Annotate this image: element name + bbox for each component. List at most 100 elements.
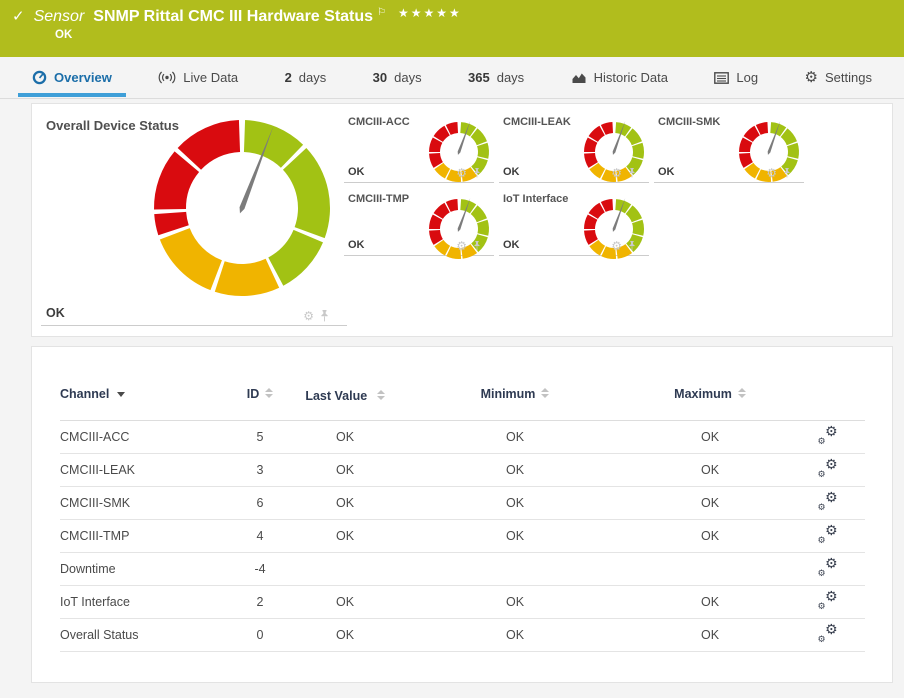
cell-channel[interactable]: Downtime bbox=[60, 552, 230, 586]
priority-stars[interactable]: ★★★★★ bbox=[398, 6, 462, 20]
cell-last-value: OK bbox=[290, 519, 400, 553]
cell-last-value: OK bbox=[290, 453, 400, 487]
cell-maximum: OK bbox=[630, 519, 790, 553]
cell-channel[interactable]: CMCIII-TMP bbox=[60, 519, 230, 553]
sort-icon bbox=[737, 387, 746, 398]
tab-bar: Overview Live Data 2 days 30 days 365 da… bbox=[0, 57, 904, 99]
cell-minimum: OK bbox=[400, 618, 630, 652]
column-label: Channel bbox=[60, 387, 110, 401]
table-row[interactable]: IoT Interface 2 OK OK OK ⚙ ⚙ bbox=[60, 585, 865, 619]
cell-channel[interactable]: CMCIII-LEAK bbox=[60, 453, 230, 487]
cell-channel[interactable]: CMCIII-ACC bbox=[60, 420, 230, 454]
gear-icon[interactable]: ⚙ bbox=[766, 166, 777, 180]
channel-settings-icon[interactable]: ⚙ ⚙ bbox=[817, 488, 838, 512]
cell-minimum: OK bbox=[400, 420, 630, 454]
column-header-last-value[interactable]: Last Value bbox=[290, 377, 400, 421]
cell-minimum: OK bbox=[400, 453, 630, 487]
channel-table-panel: Channel ID Last Value Minimum Maximum CM… bbox=[31, 346, 893, 683]
cell-channel[interactable]: Overall Status bbox=[60, 618, 230, 652]
cell-channel[interactable]: CMCIII-SMK bbox=[60, 486, 230, 520]
table-row[interactable]: CMCIII-SMK 6 OK OK OK ⚙ ⚙ bbox=[60, 486, 865, 520]
pin-icon[interactable] bbox=[783, 168, 791, 178]
table-row[interactable]: CMCIII-ACC 5 OK OK OK ⚙ ⚙ bbox=[60, 420, 865, 454]
channel-settings-icon[interactable]: ⚙ ⚙ bbox=[817, 620, 838, 644]
tab-live-data[interactable]: Live Data bbox=[144, 57, 252, 98]
tab-number: 2 bbox=[284, 70, 292, 85]
active-tab-underline bbox=[18, 93, 126, 97]
channel-settings-icon[interactable]: ⚙ ⚙ bbox=[817, 554, 838, 578]
cell-id: 6 bbox=[230, 486, 290, 520]
gauge-cell-iot-interface: IoT Interface OK ⚙ bbox=[499, 187, 649, 259]
pin-icon[interactable] bbox=[628, 241, 636, 251]
gauge-cell-cmciii-tmp: CMCIII-TMP OK ⚙ bbox=[344, 187, 494, 259]
cell-last-value: OK bbox=[290, 420, 400, 454]
gauge-title: CMCIII-SMK bbox=[658, 116, 721, 128]
page-title: SNMP Rittal CMC III Hardware Status bbox=[93, 8, 374, 25]
gear-icon[interactable]: ⚙ bbox=[303, 309, 314, 323]
flag-icon[interactable]: ⚐ bbox=[377, 7, 387, 18]
gauge-title: IoT Interface bbox=[503, 193, 569, 205]
pin-icon[interactable] bbox=[628, 168, 636, 178]
cell-last-value: OK bbox=[290, 486, 400, 520]
cell-minimum: OK bbox=[400, 585, 630, 619]
pin-icon[interactable] bbox=[320, 310, 329, 322]
overview-panel: Overall Device Status OK ⚙ CMCIII-ACC OK… bbox=[31, 103, 893, 337]
gear-icon[interactable]: ⚙ bbox=[456, 239, 467, 253]
cell-minimum: OK bbox=[400, 519, 630, 553]
gauge-cell-overall-device-status: Overall Device Status OK ⚙ bbox=[41, 110, 347, 326]
cell-maximum bbox=[630, 552, 790, 586]
tab-historic-data[interactable]: Historic Data bbox=[557, 57, 682, 98]
tab-label: Log bbox=[736, 70, 759, 85]
broadcast-icon bbox=[158, 71, 176, 84]
sort-desc-icon bbox=[117, 392, 126, 397]
cell-maximum: OK bbox=[630, 618, 790, 652]
gauge-cell-cmciii-acc: CMCIII-ACC OK ⚙ bbox=[344, 110, 494, 183]
column-header-channel[interactable]: Channel bbox=[60, 377, 230, 421]
channel-settings-icon[interactable]: ⚙ ⚙ bbox=[817, 455, 838, 479]
cell-last-value: OK bbox=[290, 618, 400, 652]
cell-id: 3 bbox=[230, 453, 290, 487]
gauge-title: CMCIII-LEAK bbox=[503, 116, 571, 128]
table-header-row: Channel ID Last Value Minimum Maximum bbox=[60, 377, 865, 421]
tab-log[interactable]: Log bbox=[700, 57, 772, 98]
sort-icon bbox=[265, 387, 274, 398]
cell-id: -4 bbox=[230, 552, 290, 586]
gear-icon[interactable]: ⚙ bbox=[611, 239, 622, 253]
tab-30-days[interactable]: 30 days bbox=[359, 57, 436, 98]
channel-settings-icon[interactable]: ⚙ ⚙ bbox=[817, 587, 838, 611]
channel-settings-icon[interactable]: ⚙ ⚙ bbox=[817, 521, 838, 545]
tab-label: Overview bbox=[54, 70, 112, 85]
tab-overview[interactable]: Overview bbox=[18, 57, 126, 98]
gear-icon[interactable]: ⚙ bbox=[456, 166, 467, 180]
gauge-title: CMCIII-ACC bbox=[348, 116, 410, 128]
channel-gauge bbox=[581, 196, 647, 262]
column-label: Last Value bbox=[305, 389, 368, 403]
sort-icon bbox=[376, 389, 385, 400]
area-chart-icon bbox=[572, 73, 586, 83]
tab-365-days[interactable]: 365 days bbox=[454, 57, 538, 98]
overall-status-gauge bbox=[150, 116, 334, 300]
cell-channel[interactable]: IoT Interface bbox=[60, 585, 230, 619]
cell-maximum: OK bbox=[630, 486, 790, 520]
channel-table: Channel ID Last Value Minimum Maximum CM… bbox=[60, 377, 865, 652]
column-header-minimum[interactable]: Minimum bbox=[400, 377, 630, 421]
table-row[interactable]: CMCIII-LEAK 3 OK OK OK ⚙ ⚙ bbox=[60, 453, 865, 487]
table-row[interactable]: CMCIII-TMP 4 OK OK OK ⚙ ⚙ bbox=[60, 519, 865, 553]
tab-2-days[interactable]: 2 days bbox=[271, 57, 341, 98]
channel-settings-icon[interactable]: ⚙ ⚙ bbox=[817, 422, 838, 446]
column-header-id[interactable]: ID bbox=[230, 377, 290, 421]
cell-id: 0 bbox=[230, 618, 290, 652]
cell-actions: ⚙ ⚙ bbox=[790, 486, 865, 520]
table-row[interactable]: Downtime -4 ⚙ ⚙ bbox=[60, 552, 865, 586]
table-row[interactable]: Overall Status 0 OK OK OK ⚙ ⚙ bbox=[60, 618, 865, 652]
channel-table-body: CMCIII-ACC 5 OK OK OK ⚙ ⚙ CMCIII-LEAK 3 OK OK OK ⚙ ⚙ C… bbox=[60, 420, 865, 652]
column-header-maximum[interactable]: Maximum bbox=[630, 377, 790, 421]
gauge-cell-cmciii-leak: CMCIII-LEAK OK ⚙ bbox=[499, 110, 649, 183]
pin-icon[interactable] bbox=[473, 241, 481, 251]
pin-icon[interactable] bbox=[473, 168, 481, 178]
gear-icon[interactable]: ⚙ bbox=[611, 166, 622, 180]
tab-settings[interactable]: ⚙ Settings bbox=[791, 57, 886, 98]
gear-icon: ⚙ bbox=[804, 69, 818, 86]
gauge-title: Overall Device Status bbox=[46, 118, 179, 133]
